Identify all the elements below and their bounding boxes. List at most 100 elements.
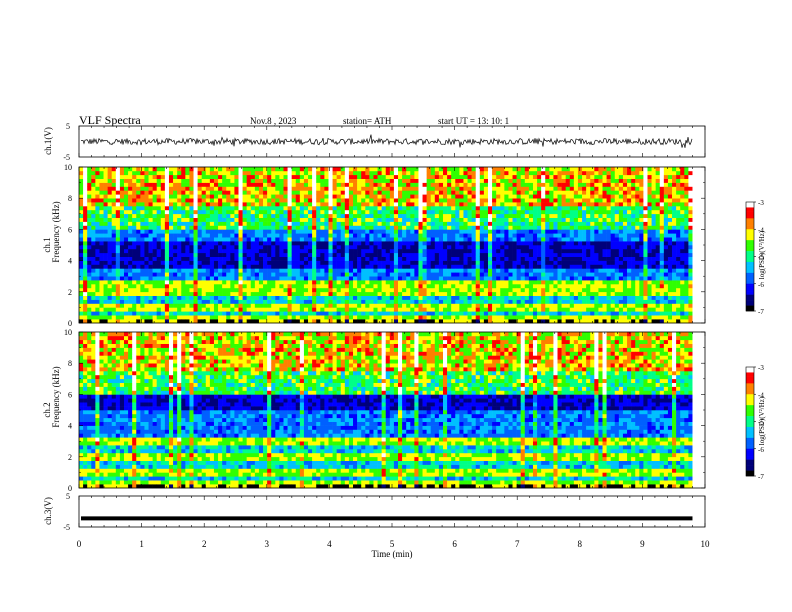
spectrogram-cell <box>209 167 215 172</box>
spectrogram-cell <box>365 268 370 273</box>
spectrogram-cell <box>95 194 100 199</box>
spectrogram-cell <box>258 206 264 211</box>
spectrogram-cell <box>471 299 477 304</box>
spectrogram-cell <box>303 268 309 273</box>
spectrogram-cell <box>361 245 366 250</box>
spectrogram-cell <box>308 233 313 238</box>
spectrogram-cell <box>520 174 526 179</box>
spectrogram-cell <box>373 170 378 176</box>
spectrogram-cell <box>111 256 117 261</box>
spectrogram-cell <box>320 174 325 179</box>
spectrogram-cell <box>557 202 562 207</box>
spectrogram-cell <box>160 178 166 183</box>
spectrogram-cell <box>185 291 190 296</box>
spectrogram-cell <box>267 225 272 230</box>
spectrogram-cell <box>414 303 419 308</box>
spectrogram-cell <box>189 311 194 316</box>
spectrogram-cell <box>573 252 579 257</box>
spectrogram-cell <box>107 307 113 312</box>
spectrogram-cell <box>357 245 362 250</box>
spectrogram-cell <box>156 233 162 238</box>
spectrogram-cell <box>504 170 509 176</box>
spectrogram-cell <box>209 174 215 179</box>
spectrogram-cell <box>516 268 522 273</box>
spectrogram-cell <box>238 213 243 218</box>
spectrogram-cell <box>205 307 211 312</box>
spectrogram-cell <box>500 280 505 285</box>
spectrogram-cell <box>545 272 550 277</box>
spectrogram-cell <box>246 319 252 324</box>
spectrogram-cell <box>123 284 129 289</box>
spectrogram-cell <box>242 256 247 261</box>
spectrogram-cell <box>512 295 517 300</box>
spectrogram-cell <box>557 194 562 199</box>
spectrogram-cell <box>475 291 481 296</box>
spectrogram-cell <box>181 186 186 191</box>
spectrogram-cell <box>79 233 84 238</box>
spectrogram-cell <box>234 209 239 215</box>
spectrogram-cell <box>500 307 505 312</box>
spectrogram-cell <box>418 170 423 176</box>
spectrogram-cell <box>144 170 149 176</box>
spectrogram-cell <box>332 213 337 218</box>
spectrogram-cell <box>504 295 509 300</box>
spectrogram-cell <box>357 241 362 246</box>
spectrogram-cell <box>553 167 558 172</box>
spectrogram-cell <box>410 303 415 308</box>
spectrogram-cell <box>336 225 342 230</box>
spectrogram-cell <box>271 299 276 304</box>
spectrogram-cell <box>242 307 247 312</box>
spectrogram-cell <box>324 245 329 250</box>
spectrogram-cell <box>459 186 464 191</box>
spectrogram-cell <box>487 260 493 265</box>
spectrogram-cell <box>504 287 509 293</box>
spectrogram-cell <box>373 190 378 195</box>
spectrogram-cell <box>164 303 170 308</box>
spectrogram-cell <box>353 206 358 211</box>
spectrogram-cell <box>79 174 84 179</box>
spectrogram-cell <box>451 174 456 179</box>
spectrogram-cell <box>115 202 121 207</box>
spectrogram-cell <box>164 319 170 324</box>
spectrogram-cell <box>545 284 550 289</box>
spectrogram-cell <box>140 190 145 195</box>
spectrogram-cell <box>557 268 562 273</box>
spectrogram-cell <box>332 167 337 172</box>
spectrogram-cell <box>119 241 125 246</box>
spectrogram-cell <box>279 272 284 277</box>
spectrogram-cell <box>471 190 477 195</box>
spectrogram-cell <box>250 213 256 218</box>
spectrogram-cell <box>242 319 247 324</box>
spectrogram-cell <box>123 248 129 254</box>
spectrogram-cell <box>324 287 329 293</box>
spectrogram-cell <box>128 206 133 211</box>
spectrogram-cell <box>561 291 566 296</box>
spectrogram-cell <box>222 295 227 300</box>
spectrogram-cell <box>115 209 121 215</box>
spectrogram-cell <box>430 206 436 211</box>
spectrogram-cell <box>455 268 460 273</box>
spectrogram-cell <box>561 170 566 176</box>
spectrogram-cell <box>537 264 542 269</box>
spectrogram-cell <box>107 178 113 183</box>
spectrogram-cell <box>156 311 162 316</box>
spectrogram-cell <box>393 198 399 203</box>
spectrogram-cell <box>455 213 460 218</box>
spectrogram-cell <box>312 194 317 199</box>
spectrogram-cell <box>263 252 268 257</box>
spectrogram-cell <box>226 198 231 203</box>
spectrogram-cell <box>144 190 149 195</box>
spectrogram-cell <box>389 233 395 238</box>
spectrogram-cell <box>291 209 297 215</box>
spectrogram-cell <box>524 167 530 172</box>
spectrogram-cell <box>504 190 509 195</box>
spectrogram-cell <box>516 198 522 203</box>
spectrogram-cell <box>402 252 407 257</box>
spectrogram-cell <box>492 229 497 234</box>
spectrogram-cell <box>246 209 252 215</box>
spectrogram-cell <box>414 206 419 211</box>
spectrogram-cell <box>451 264 456 269</box>
spectrogram-cell <box>549 190 554 195</box>
spectrogram-cell <box>123 198 129 203</box>
spectrogram-cell <box>250 178 256 183</box>
